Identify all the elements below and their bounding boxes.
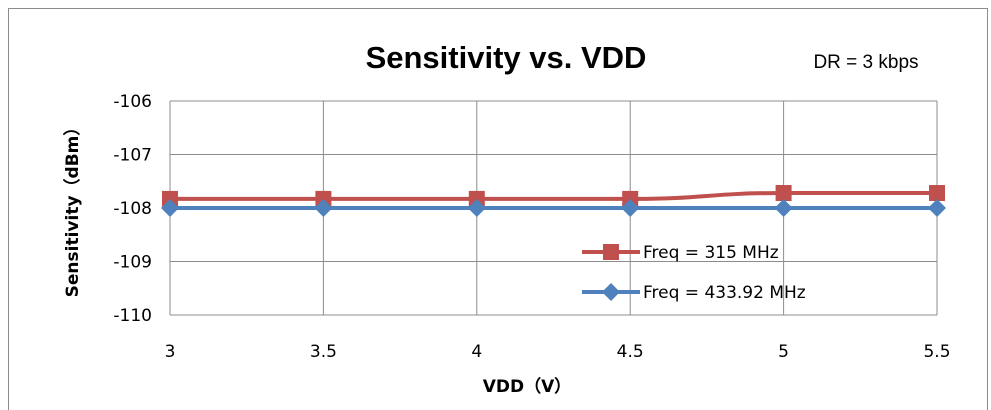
data-rate-annotation: DR = 3 kbps bbox=[813, 52, 918, 73]
data-point bbox=[468, 190, 485, 207]
legend-label: Freq = 315 MHz bbox=[643, 243, 779, 263]
x-axis-ticks: 3 3.5 4 4.5 5 5.5 bbox=[165, 342, 951, 362]
data-point bbox=[775, 185, 792, 202]
series-2 bbox=[161, 199, 946, 217]
x-tick-label: 5.5 bbox=[923, 342, 950, 362]
x-tick-label: 4 bbox=[471, 342, 482, 362]
x-tick-label: 4.5 bbox=[617, 342, 644, 362]
y-axis-title: Sensitivity（dBm） bbox=[62, 119, 83, 298]
legend-marker bbox=[602, 283, 620, 301]
y-tick-label: -108 bbox=[113, 199, 152, 219]
x-tick-label: 5 bbox=[778, 342, 789, 362]
y-tick-label: -106 bbox=[113, 92, 152, 112]
data-point bbox=[161, 199, 179, 217]
legend-entry: Freq = 315 MHz bbox=[582, 243, 779, 263]
data-point bbox=[621, 199, 640, 217]
series-layer bbox=[161, 185, 946, 217]
series-1 bbox=[162, 185, 945, 207]
y-tick-label: -110 bbox=[113, 306, 152, 326]
legend: Freq = 315 MHz Freq = 433.92 MHz bbox=[582, 243, 806, 303]
y-axis-ticks: -106 -107 -108 -109 -110 bbox=[113, 92, 152, 326]
y-tick-label: -109 bbox=[113, 253, 152, 273]
data-point bbox=[467, 199, 486, 217]
data-point bbox=[314, 199, 333, 217]
data-point bbox=[928, 199, 946, 217]
series-line bbox=[170, 191, 937, 201]
chart-title: Sensitivity vs. VDD bbox=[366, 40, 647, 75]
legend-label: Freq = 433.92 MHz bbox=[643, 283, 806, 303]
data-point bbox=[774, 199, 793, 217]
data-point bbox=[622, 190, 639, 207]
x-tick-label: 3 bbox=[165, 342, 176, 362]
x-axis-title: VDD（V） bbox=[483, 376, 572, 397]
x-tick-label: 3.5 bbox=[310, 342, 337, 362]
data-point bbox=[315, 190, 332, 207]
legend-entry: Freq = 433.92 MHz bbox=[582, 283, 806, 303]
data-point bbox=[162, 190, 178, 207]
y-tick-label: -107 bbox=[113, 146, 152, 166]
data-point bbox=[929, 185, 945, 202]
legend-marker bbox=[603, 244, 619, 260]
